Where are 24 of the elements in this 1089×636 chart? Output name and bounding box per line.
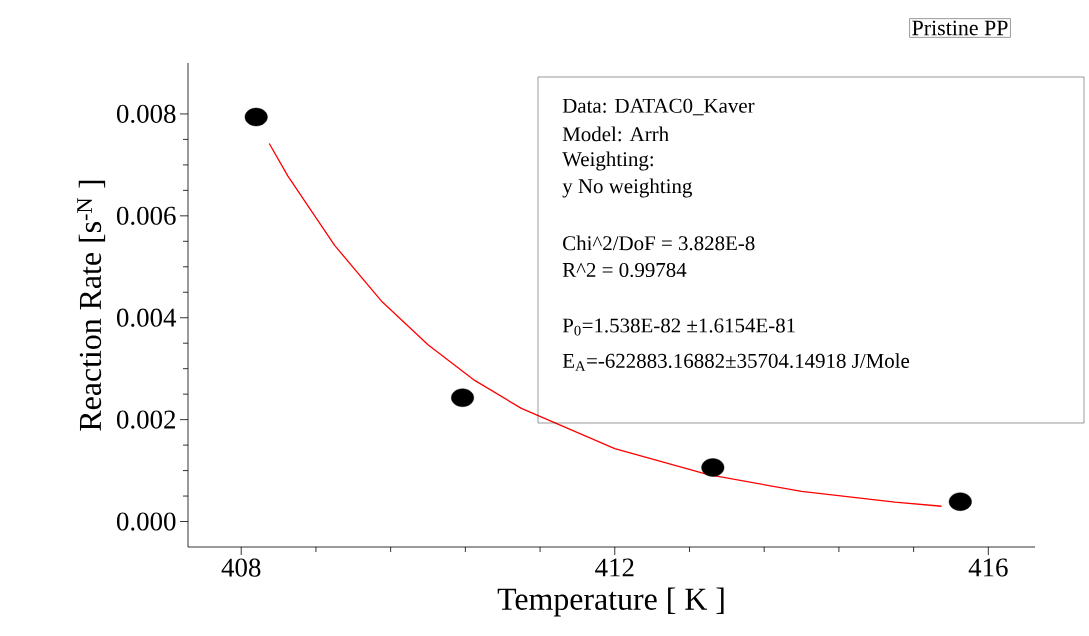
x-tick-label: 412: [595, 558, 634, 577]
x-tick-label: 408: [221, 558, 261, 577]
point: [701, 458, 725, 477]
y-tick-label: 0.004: [116, 308, 177, 327]
y-tick-label: 0.006: [116, 206, 176, 225]
y-tick-label: 0.008: [116, 104, 176, 124]
y-tick-label: 0.000: [116, 512, 176, 531]
annotation: E$_{A}$=-622883.16882±35704.14918 J/Mole: [562, 353, 910, 371]
x-tick-label: 416: [968, 558, 1008, 577]
point: [244, 107, 268, 127]
x-axis-title: Temperature [ K ]: [497, 587, 724, 617]
annotation: R^2 = 0.99784: [562, 262, 687, 278]
point: [451, 388, 474, 407]
annotation: y No weighting: [562, 178, 692, 198]
annotation: P$_{0}$=1.538E-82 ±1.6154E-81: [562, 318, 795, 336]
line-series: [268, 142, 943, 507]
point: [948, 492, 972, 511]
y-axis-title: Reaction Rate [s$^{-N}$ ]: [77, 180, 106, 431]
annotation: Model: Arrh: [562, 126, 669, 142]
annotation: Chi^2/DoF = 3.828E-8: [563, 235, 755, 251]
annotation: Weighting:: [562, 151, 653, 171]
annotation: Data: DATAC0_Kaver: [562, 98, 755, 116]
text: Pristine PP: [912, 20, 1008, 36]
y-tick-label: 0.002: [116, 410, 176, 429]
